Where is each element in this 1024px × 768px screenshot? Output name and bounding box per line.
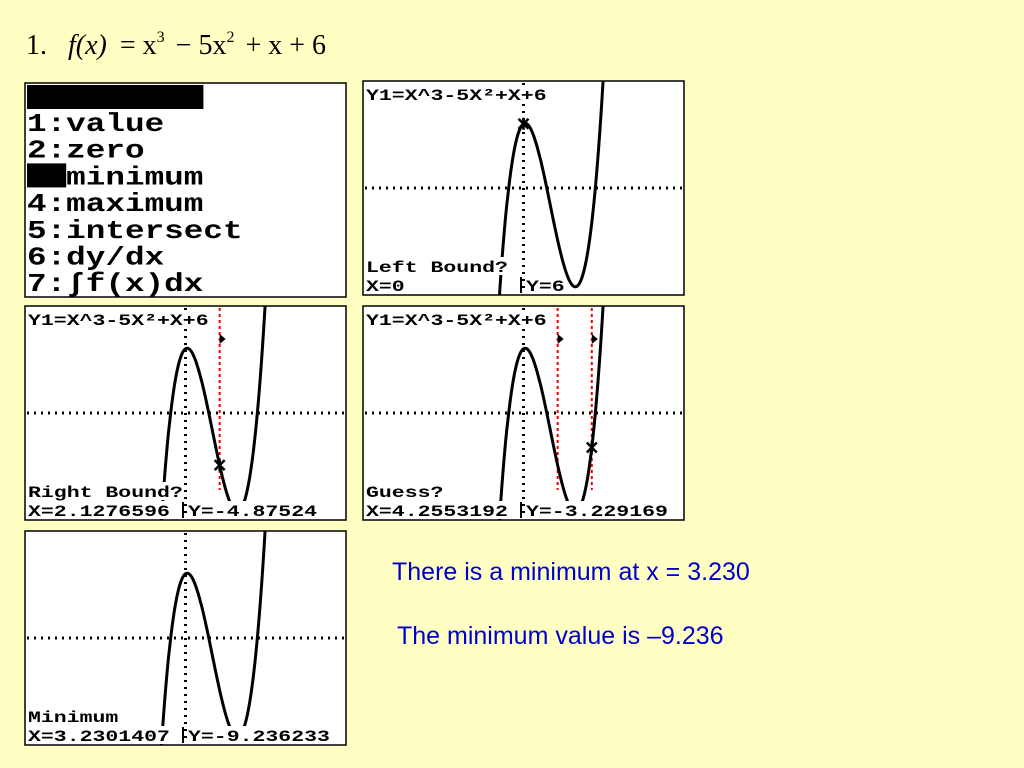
menu-key: 2: [27,136,66,166]
equation: Y1=X^3-5X²+X+6 [366,312,547,330]
menu-key: 1: [27,109,66,139]
highlight [27,85,204,109]
text-bg [27,726,171,744]
title-exponent: 3 [157,29,165,46]
y-readout: Y=-3.229169 [526,503,668,521]
x-readout: X=0 [366,278,405,296]
text-bg [187,726,331,744]
menu-item: intersect [66,216,242,246]
x-readout: X=3.2301407 [28,728,170,746]
text-bg [365,310,548,328]
bound-arrow [591,334,598,344]
text-bg [365,276,406,294]
note: There is a minimum at x = 3.230 [392,558,750,586]
title-part: + x + 6 [245,30,326,61]
graph-curve [497,306,605,520]
menu-item: zero [66,136,144,166]
text-bg [365,501,509,519]
title-part: = x [120,30,157,61]
graph-curve [159,306,267,520]
graph-curve [159,531,267,745]
x-readout: X=2.1276596 [28,503,170,521]
menu-heading: CALCULATE [27,83,203,113]
menu-key: 4: [27,189,66,219]
menu-item: ∫f(x)dx [66,269,203,299]
text-bg [27,482,184,500]
equation: Y1=X^3-5X²+X+6 [28,312,209,330]
bound-arrow [219,334,226,344]
bound-arrow [557,334,564,344]
text-bg [365,85,548,103]
text-bg [27,707,120,725]
text-bg [27,310,210,328]
prompt: Left Bound? [366,259,508,277]
menu-key: 7: [27,269,66,299]
prompt: Guess? [366,484,443,502]
prompt: Right Bound? [28,484,183,502]
text-bg [525,501,669,519]
x-readout: X=4.2553192 [366,503,508,521]
menu-key: 5: [27,216,66,246]
menu-item: maximum [66,189,203,219]
title-lhs: f(x) [68,30,107,61]
menu-item: minimum [66,162,203,192]
note: The minimum value is –9.236 [397,622,724,650]
equation: Y1=X^3-5X²+X+6 [366,87,547,105]
text-bg [27,501,171,519]
title: 1. f(x) = x3 − 5x2 + x + 6 [26,18,326,61]
cursor [517,117,530,130]
y-readout: Y=-4.87524 [188,503,318,521]
text-bg [525,276,566,294]
title-number: 1. [26,30,47,61]
y-readout: Y=-9.236233 [188,728,330,746]
cursor [213,459,226,472]
title-exponent: 2 [226,29,234,46]
calc-screen [24,82,347,298]
menu-key: 6: [27,243,66,273]
y-readout: Y=6 [526,278,565,296]
menu-key: 3: [27,162,66,192]
prompt: Minimum [28,709,119,727]
title-part: − 5x [176,30,227,61]
menu-item: value [66,109,164,139]
text-bg [365,257,509,275]
highlight [27,163,67,188]
text-bg [187,501,318,519]
menu-item: dy/dx [66,243,164,273]
text-bg [365,482,445,500]
cursor [585,441,598,454]
